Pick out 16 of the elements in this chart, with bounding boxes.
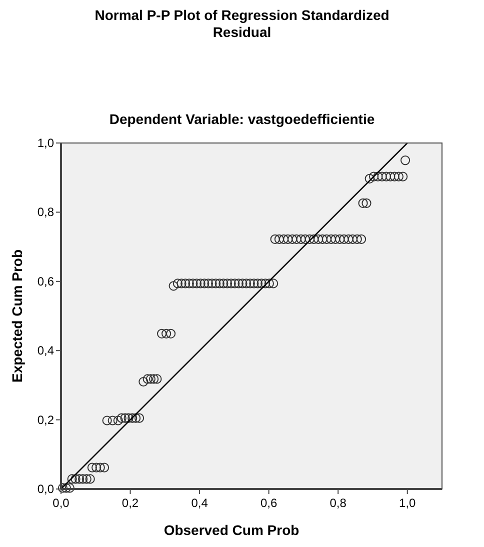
y-tick-label: 0,6 [37,274,54,288]
x-axis-title: Observed Cum Prob [164,522,300,538]
x-tick-label: 1,0 [399,496,416,510]
x-tick-label: 0,4 [191,496,208,510]
y-tick-label: 1,0 [37,136,54,150]
x-tick-label: 0,8 [330,496,347,510]
chart-subtitle: Dependent Variable: vastgoedefficientie [109,111,375,127]
x-tick-label: 0,0 [52,496,70,510]
y-tick-label: 0,4 [37,344,54,358]
y-tick-label: 0,0 [37,482,54,496]
x-tick-label: 0,6 [260,496,278,510]
x-tick-label: 0,2 [122,496,139,510]
y-tick-label: 0,2 [37,412,54,427]
y-axis-title: Expected Cum Prob [9,249,25,383]
chart-title: Normal P-P Plot of Regression Standardized Residual [94,7,390,40]
y-tick-label: 0,8 [37,205,54,220]
